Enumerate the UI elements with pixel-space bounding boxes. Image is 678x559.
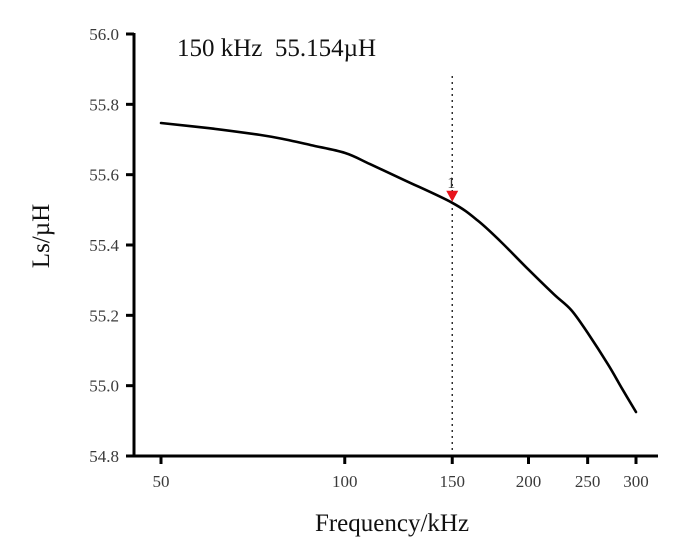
y-tick-label: 55.6 <box>89 166 119 185</box>
x-axis-title: Frequency/kHz <box>315 510 469 537</box>
y-tick-label: 55.2 <box>89 306 119 325</box>
y-axis-title: Ls/µH <box>28 204 55 268</box>
ls-curve <box>159 121 638 414</box>
y-tick-label: 56.0 <box>89 25 119 44</box>
x-tick-label: 200 <box>516 472 542 491</box>
marker-label: 1 <box>447 175 455 192</box>
x-tick-label: 300 <box>623 472 649 491</box>
x-tick-label: 150 <box>439 472 465 491</box>
x-axis-ticks: 50 100 150 200 250 300 <box>153 456 649 491</box>
y-axis-ticks: 54.8 55.0 55.2 55.4 55.6 55.8 56.0 <box>89 25 134 466</box>
y-tick-label: 55.4 <box>89 236 119 255</box>
y-tick-label: 55.0 <box>89 377 119 396</box>
y-tick-label: 55.8 <box>89 95 119 114</box>
marker-triangle-icon <box>446 190 459 202</box>
marker-readout: 150 kHz 55.154µH <box>177 35 376 62</box>
x-tick-label: 50 <box>153 472 170 491</box>
y-tick-label: 54.8 <box>89 447 119 466</box>
x-tick-label: 250 <box>575 472 601 491</box>
x-tick-label: 100 <box>332 472 358 491</box>
